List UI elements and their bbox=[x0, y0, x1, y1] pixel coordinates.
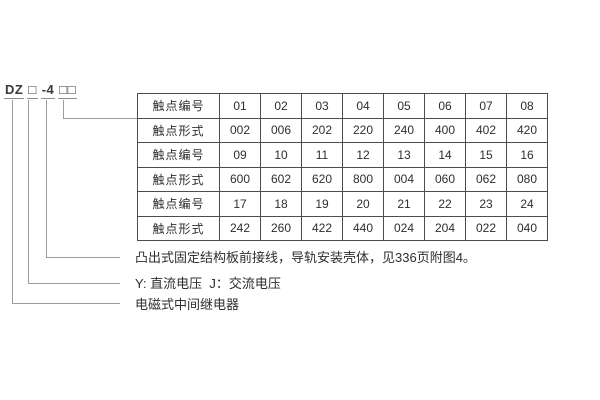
value-cell: 004 bbox=[383, 166, 425, 192]
value-cell: 260 bbox=[260, 215, 302, 241]
value-cell: 420 bbox=[506, 117, 548, 143]
contact-table: 触点编号 01 02 03 04 05 06 07 08 触点形式 002 00… bbox=[137, 93, 548, 241]
table-row: 触点形式 242 260 422 440 024 204 022 040 bbox=[137, 215, 548, 241]
leader-line-contact-horizontal bbox=[63, 118, 138, 119]
value-cell: 15 bbox=[465, 142, 507, 168]
value-cell: 204 bbox=[424, 215, 466, 241]
row-label-cell: 触点编号 bbox=[137, 93, 220, 119]
value-cell: 022 bbox=[465, 215, 507, 241]
value-cell: 13 bbox=[383, 142, 425, 168]
value-cell: 10 bbox=[260, 142, 302, 168]
value-cell: 400 bbox=[424, 117, 466, 143]
value-cell: 602 bbox=[260, 166, 302, 192]
value-cell: 17 bbox=[219, 191, 261, 217]
value-cell: 242 bbox=[219, 215, 261, 241]
model-code-voltage-box: □ bbox=[27, 82, 38, 99]
row-label-cell: 触点形式 bbox=[137, 215, 220, 241]
leader-line-voltage-horizontal bbox=[28, 283, 120, 284]
value-cell: 01 bbox=[219, 93, 261, 119]
value-cell: 440 bbox=[342, 215, 384, 241]
leader-line-series-vertical bbox=[46, 100, 47, 257]
value-cell: 24 bbox=[506, 191, 548, 217]
value-cell: 11 bbox=[301, 142, 343, 168]
value-cell: 240 bbox=[383, 117, 425, 143]
table-row: 触点形式 600 602 620 800 004 060 062 080 bbox=[137, 166, 548, 192]
value-cell: 080 bbox=[506, 166, 548, 192]
value-cell: 05 bbox=[383, 93, 425, 119]
value-cell: 024 bbox=[383, 215, 425, 241]
value-cell: 002 bbox=[219, 117, 261, 143]
value-cell: 19 bbox=[301, 191, 343, 217]
table-row: 触点形式 002 006 202 220 240 400 402 420 bbox=[137, 117, 548, 143]
value-cell: 600 bbox=[219, 166, 261, 192]
value-cell: 21 bbox=[383, 191, 425, 217]
value-cell: 422 bbox=[301, 215, 343, 241]
row-label-cell: 触点形式 bbox=[137, 117, 220, 143]
leader-line-contact-vertical bbox=[63, 100, 64, 118]
value-cell: 14 bbox=[424, 142, 466, 168]
value-cell: 08 bbox=[506, 93, 548, 119]
value-cell: 16 bbox=[506, 142, 548, 168]
value-cell: 062 bbox=[465, 166, 507, 192]
value-cell: 07 bbox=[465, 93, 507, 119]
table-row: 触点编号 17 18 19 20 21 22 23 24 bbox=[137, 191, 548, 217]
value-cell: 20 bbox=[342, 191, 384, 217]
value-cell: 02 bbox=[260, 93, 302, 119]
note-voltage: Y: 直流电压 J：交流电压 bbox=[135, 276, 281, 291]
leader-line-prefix-horizontal bbox=[12, 303, 120, 304]
value-cell: 04 bbox=[342, 93, 384, 119]
model-code-contact-box: □□ bbox=[58, 82, 77, 99]
value-cell: 620 bbox=[301, 166, 343, 192]
value-cell: 220 bbox=[342, 117, 384, 143]
value-cell: 006 bbox=[260, 117, 302, 143]
leader-line-voltage-vertical bbox=[28, 100, 29, 283]
leader-line-series-horizontal bbox=[46, 257, 120, 258]
value-cell: 09 bbox=[219, 142, 261, 168]
value-cell: 402 bbox=[465, 117, 507, 143]
value-cell: 040 bbox=[506, 215, 548, 241]
value-cell: 18 bbox=[260, 191, 302, 217]
leader-line-prefix-vertical bbox=[12, 100, 13, 303]
value-cell: 060 bbox=[424, 166, 466, 192]
row-label-cell: 触点形式 bbox=[137, 166, 220, 192]
note-relay-type: 电磁式中间继电器 bbox=[135, 297, 240, 312]
value-cell: 12 bbox=[342, 142, 384, 168]
model-code-series: -4 bbox=[40, 82, 56, 99]
model-code: DZ □ -4 □□ bbox=[4, 83, 77, 99]
model-code-prefix: DZ bbox=[4, 82, 25, 99]
row-label-cell: 触点编号 bbox=[137, 142, 220, 168]
value-cell: 23 bbox=[465, 191, 507, 217]
value-cell: 03 bbox=[301, 93, 343, 119]
note-mounting: 凸出式固定结构板前接线，导轨安装壳体，见336页附图4。 bbox=[135, 250, 476, 265]
value-cell: 22 bbox=[424, 191, 466, 217]
table-row: 触点编号 09 10 11 12 13 14 15 16 bbox=[137, 142, 548, 168]
table-row: 触点编号 01 02 03 04 05 06 07 08 bbox=[137, 93, 548, 119]
value-cell: 800 bbox=[342, 166, 384, 192]
value-cell: 06 bbox=[424, 93, 466, 119]
row-label-cell: 触点编号 bbox=[137, 191, 220, 217]
value-cell: 202 bbox=[301, 117, 343, 143]
